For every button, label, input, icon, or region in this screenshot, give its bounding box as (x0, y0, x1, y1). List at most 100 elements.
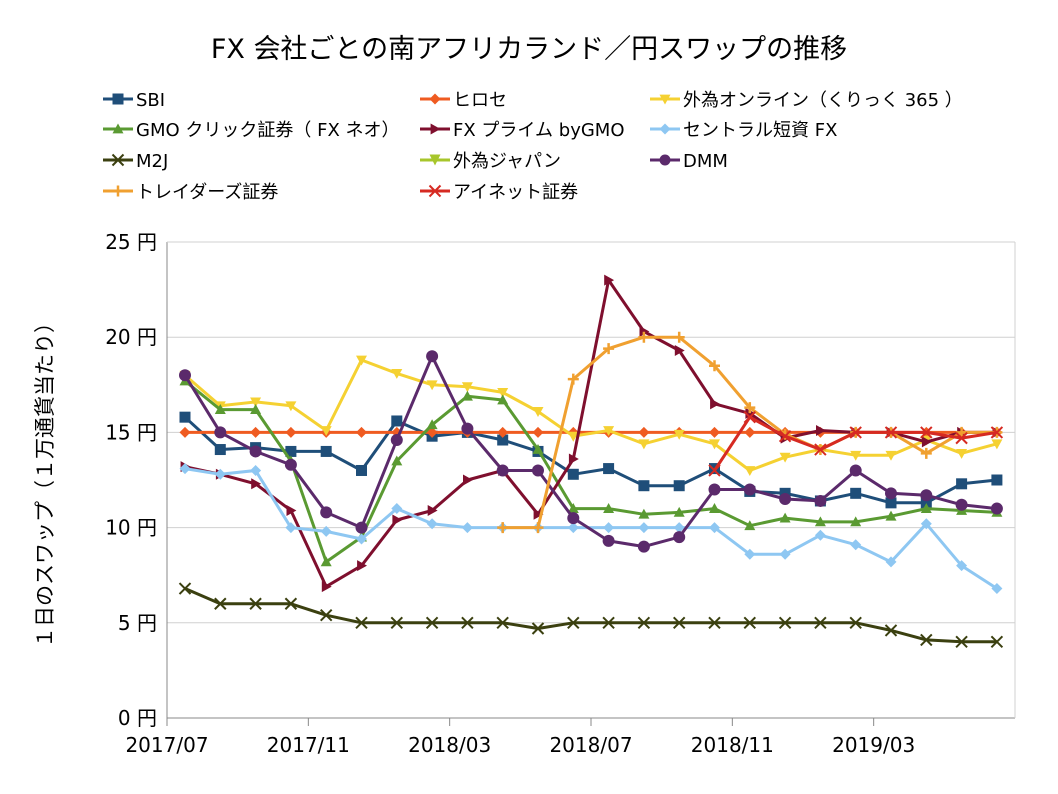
data-point (956, 426, 968, 438)
y-tick-label: 5 円 (118, 611, 157, 635)
data-point (955, 635, 968, 649)
series-line (183, 416, 998, 505)
data-point (956, 478, 968, 490)
data-point (659, 123, 671, 135)
legend-label: セントラル短資 FX (683, 120, 837, 141)
data-point (429, 93, 441, 105)
data-point (603, 463, 615, 475)
series-8 (179, 350, 1003, 553)
legend-item: 外為ジャパン (420, 151, 561, 172)
data-point (637, 616, 651, 630)
data-point (356, 426, 367, 438)
data-point (496, 464, 509, 477)
data-point (849, 464, 862, 477)
data-point (356, 464, 367, 476)
data-point (708, 464, 721, 477)
data-point (920, 489, 933, 502)
data-point (659, 154, 671, 166)
data-point (532, 522, 544, 534)
data-point (214, 468, 226, 480)
data-point (920, 518, 932, 530)
data-point (709, 522, 720, 534)
data-point (430, 123, 441, 135)
data-point (673, 480, 685, 492)
data-point (885, 510, 897, 521)
data-point (250, 397, 262, 408)
data-point (179, 369, 191, 382)
data-point (285, 445, 297, 457)
data-point (638, 480, 650, 492)
legend-item: M2J (103, 151, 168, 172)
data-point (532, 426, 544, 438)
data-point (321, 581, 332, 593)
data-point (391, 455, 403, 466)
data-point (743, 410, 757, 424)
legend-item: 外為オンライン（くりっく 365 ） (650, 90, 963, 111)
data-point (179, 426, 191, 438)
legend-item: トレイダーズ証券 (103, 182, 278, 203)
legend-label: M2J (136, 151, 168, 172)
data-point (214, 404, 226, 414)
data-point (567, 512, 580, 525)
x-tick-label: 2018/11 (691, 733, 774, 757)
data-point (356, 533, 367, 545)
data-point (249, 597, 262, 610)
data-point (850, 516, 862, 527)
legend-label: ヒロセ (453, 90, 507, 111)
data-point (567, 468, 579, 480)
data-point (214, 597, 227, 610)
data-point (355, 616, 368, 630)
data-point (533, 508, 544, 520)
legend-item: セントラル短資 FX (650, 120, 837, 141)
data-point (710, 398, 720, 410)
data-point (391, 368, 403, 379)
series-line (184, 467, 998, 590)
data-point (392, 514, 403, 526)
legend-label: GMO クリック証券（ FX ネオ） (136, 120, 400, 141)
data-point (743, 616, 757, 630)
data-point (779, 548, 791, 560)
data-point (391, 415, 403, 427)
data-point (285, 522, 297, 534)
data-point (356, 355, 367, 366)
data-point (920, 426, 933, 439)
data-point (429, 154, 441, 166)
data-point (956, 560, 968, 572)
data-point (284, 597, 298, 610)
chart-title: FX 会社ごとの南アフリカランド／円スワップの推移 (211, 34, 847, 65)
data-point (532, 444, 544, 454)
data-point (708, 483, 721, 496)
legend-label: アイネット証券 (453, 182, 578, 203)
legend-label: トレイダーズ証券 (136, 182, 278, 203)
data-point (319, 608, 333, 622)
data-point (390, 434, 403, 447)
series-6 (178, 582, 1004, 649)
data-point (179, 463, 191, 475)
legend-label: FX プライム byGMO (453, 120, 625, 141)
data-point (814, 516, 826, 527)
data-point (849, 616, 862, 630)
data-point (567, 616, 580, 630)
data-point (461, 422, 474, 435)
legend-item: FX プライム byGMO (420, 120, 625, 141)
data-point (639, 325, 650, 337)
data-point (497, 388, 509, 398)
data-point (816, 424, 826, 436)
data-point (659, 94, 671, 105)
data-point (567, 373, 579, 385)
data-point (990, 502, 1003, 515)
y-tick-label: 15 円 (105, 420, 157, 444)
data-point (320, 525, 332, 537)
data-point (779, 493, 792, 506)
data-point (709, 439, 720, 450)
data-point (532, 464, 544, 477)
data-point (497, 434, 509, 446)
x-tick-label: 2018/03 (408, 733, 491, 757)
data-point (638, 331, 650, 343)
data-point (426, 419, 438, 430)
data-point (426, 380, 438, 391)
data-point (920, 497, 932, 509)
data-point (638, 508, 650, 519)
data-point (251, 478, 262, 490)
data-point (709, 426, 720, 438)
